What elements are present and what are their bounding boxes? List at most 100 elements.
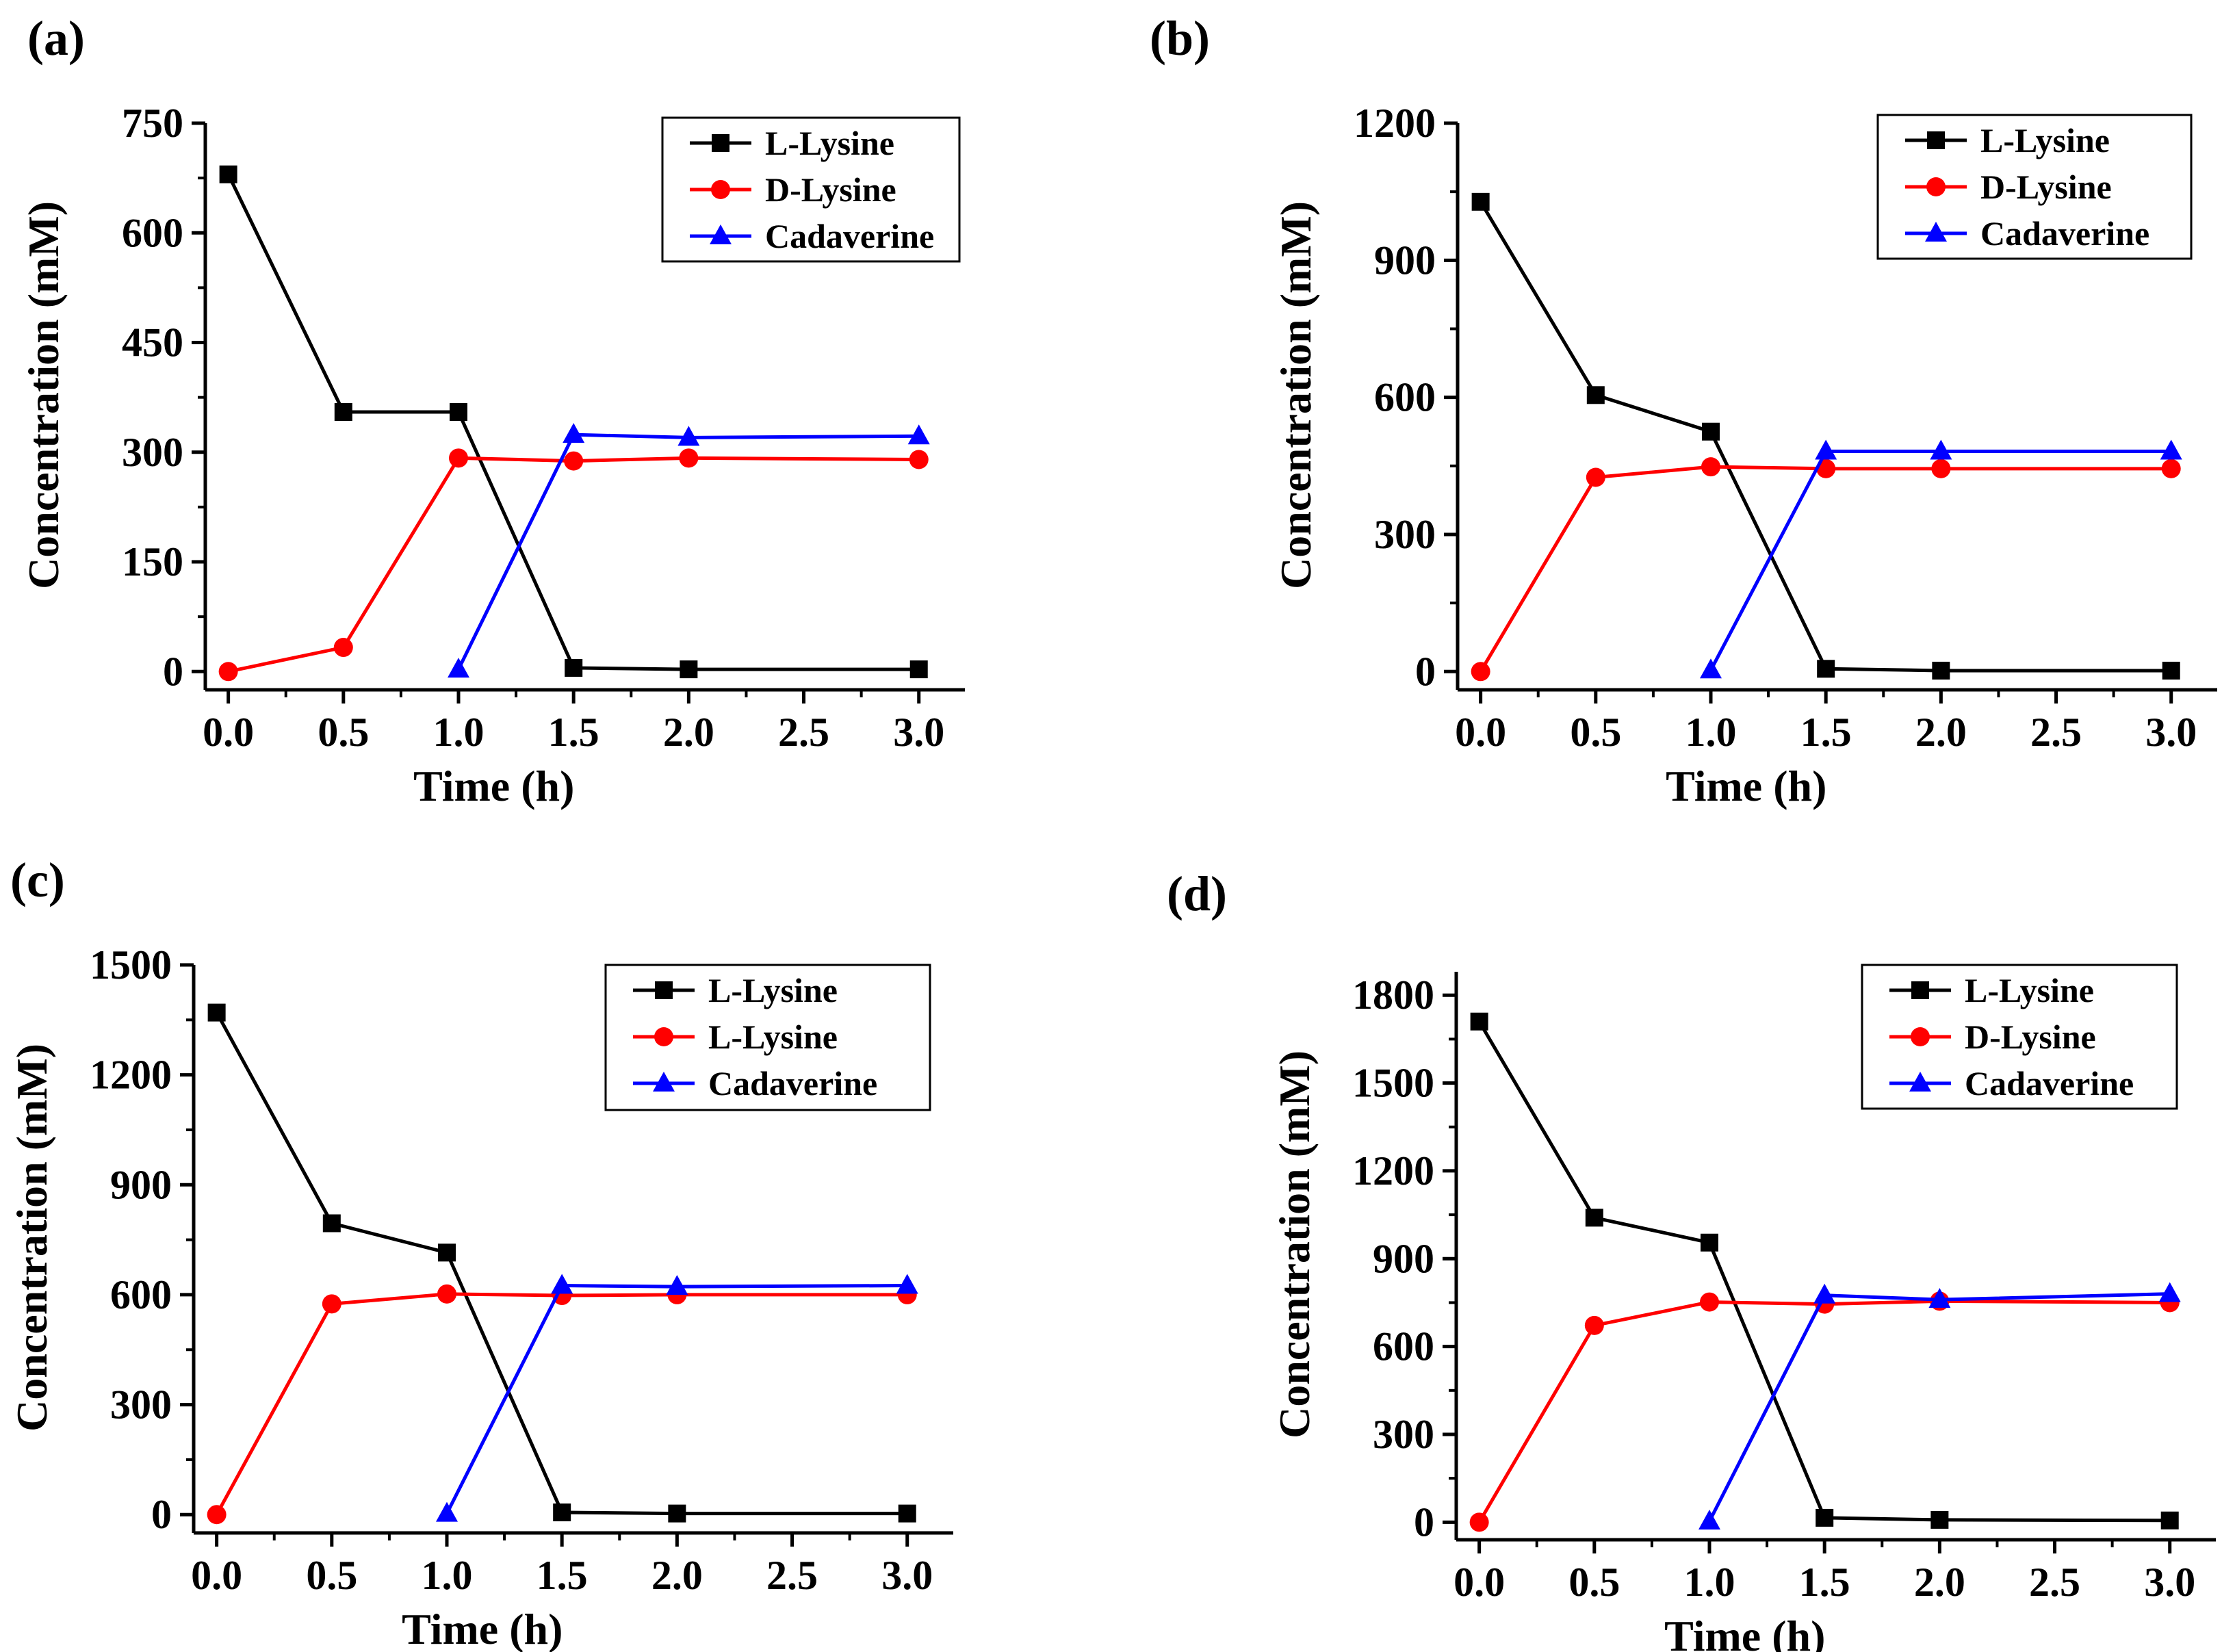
y-axis-title: Concentration (mM) (8, 1044, 56, 1432)
legend-marker (712, 134, 729, 152)
y-tick-label: 300 (110, 1382, 172, 1428)
x-tick-label: 0.5 (306, 1553, 357, 1598)
x-axis-title: Time (h) (1666, 762, 1826, 810)
y-tick-label: 450 (122, 320, 183, 365)
data-point-circle (218, 662, 238, 682)
y-tick-label: 300 (1373, 1412, 1434, 1457)
data-point-circle (207, 1505, 227, 1525)
x-tick-label: 1.5 (1800, 710, 1852, 755)
series-line (227, 173, 919, 671)
legend-marker (1927, 131, 1945, 149)
x-tick-label: 1.0 (1685, 710, 1737, 755)
series-l-lysine-0 (1471, 192, 2180, 680)
y-tick-label: 1800 (1352, 972, 1434, 1018)
x-tick-label: 1.5 (1799, 1560, 1850, 1605)
data-point-square (553, 1503, 571, 1522)
series-line (1477, 1020, 2170, 1523)
x-axis-title: Time (h) (402, 1605, 563, 1652)
x-tick-label: 2.5 (778, 710, 829, 755)
data-point-circle (1700, 1292, 1719, 1312)
data-point-triangle (1813, 1283, 1836, 1304)
data-point-square (1932, 661, 1950, 680)
data-point-square (898, 1504, 916, 1523)
x-tick-label: 2.0 (651, 1553, 703, 1598)
data-point-circle (2161, 459, 2181, 478)
series-d-lysine-1 (218, 448, 929, 682)
x-tick-label: 0.0 (1455, 710, 1506, 755)
data-point-square (1702, 422, 1720, 441)
data-point-square (1817, 660, 1835, 678)
x-tick-label: 0.0 (203, 710, 254, 755)
y-axis-title: Concentration (mM) (19, 201, 68, 589)
legend-label: Cadaverine (708, 1064, 877, 1102)
data-point-circle (449, 448, 468, 468)
y-tick-label: 1200 (1354, 101, 1436, 146)
y-tick-label: 750 (122, 101, 183, 146)
y-tick-label: 900 (1374, 237, 1436, 283)
series-line (456, 433, 919, 671)
series-cadaverine-2 (1698, 1282, 2181, 1530)
data-point-circle (1586, 467, 1605, 487)
x-tick-label: 2.5 (766, 1553, 818, 1598)
data-point-circle (1471, 662, 1490, 682)
y-tick-label: 900 (1373, 1236, 1434, 1281)
series-line (1709, 449, 2171, 671)
y-tick-label: 1200 (1352, 1148, 1434, 1193)
legend: L-Lysine D-Lysine Cadaverine (1861, 964, 2178, 1110)
x-tick-label: 2.0 (663, 710, 714, 755)
legend-marker (1911, 981, 1929, 999)
legend-label: L-Lysine (708, 971, 838, 1009)
data-point-square (1701, 1233, 1718, 1252)
x-tick-label: 2.5 (2030, 710, 2082, 755)
data-point-triangle (1698, 1510, 1720, 1530)
y-axis-title: Concentration (mM) (1270, 1050, 1319, 1438)
x-axis-title: Time (h) (1664, 1612, 1825, 1652)
data-point-circle (1931, 459, 1951, 478)
data-point-circle (1469, 1512, 1489, 1532)
x-tick-label: 2.5 (2029, 1560, 2080, 1605)
legend-label: L-Lysine (1980, 121, 2110, 159)
series-line (1479, 465, 2171, 673)
data-point-circle (909, 450, 929, 469)
series-line (1479, 201, 2171, 673)
data-point-circle (322, 1294, 341, 1314)
y-tick-label: 0 (1415, 649, 1436, 694)
data-point-triangle (1700, 658, 1722, 679)
panel-d: (d) 0.0 0.5 1.0 1.5 2.0 2.5 3.0 0 300 600 900 1200 15… (1167, 866, 2216, 1652)
data-point-square (1930, 1510, 1949, 1529)
data-point-triangle (2160, 439, 2182, 460)
data-point-square (1816, 1508, 1834, 1527)
series-cadaverine-2 (436, 1274, 918, 1522)
legend-label: D-Lysine (1980, 168, 2112, 206)
series-line (215, 1011, 907, 1516)
x-tick-label: 2.0 (1914, 1560, 1965, 1605)
legend-marker (1909, 1072, 1931, 1092)
data-point-triangle (666, 1275, 688, 1295)
data-point-circle (1701, 457, 1720, 477)
series-line (1477, 1299, 2170, 1523)
legend-marker (653, 1072, 675, 1092)
legend-label: L-Lysine (708, 1018, 838, 1056)
x-tick-label: 3.0 (2144, 1560, 2195, 1605)
data-point-triangle (1930, 439, 1952, 460)
data-point-triangle (448, 658, 469, 678)
x-tick-label: 1.0 (422, 1553, 473, 1598)
legend: L-Lysine L-Lysine Cadaverine (604, 964, 931, 1111)
legend-marker (654, 1027, 673, 1046)
legend-label: D-Lysine (1965, 1018, 2096, 1056)
legend: L-Lysine D-Lysine Cadaverine (661, 116, 961, 263)
y-tick-label: 600 (1374, 375, 1436, 420)
legend: L-Lysine D-Lysine Cadaverine (1876, 114, 2193, 260)
series-cadaverine-2 (1700, 439, 2182, 679)
series-l-lysine-0 (1470, 1012, 2179, 1530)
data-point-square (1586, 386, 1605, 404)
x-tick-label: 0.0 (1454, 1560, 1505, 1605)
series-d-lysine-1 (1471, 457, 2181, 682)
series-line (228, 456, 919, 673)
legend-label: Cadaverine (1965, 1064, 2134, 1102)
data-point-square (219, 165, 237, 183)
data-point-triangle (907, 424, 930, 445)
y-tick-label: 900 (110, 1162, 172, 1207)
data-point-square (450, 403, 467, 422)
